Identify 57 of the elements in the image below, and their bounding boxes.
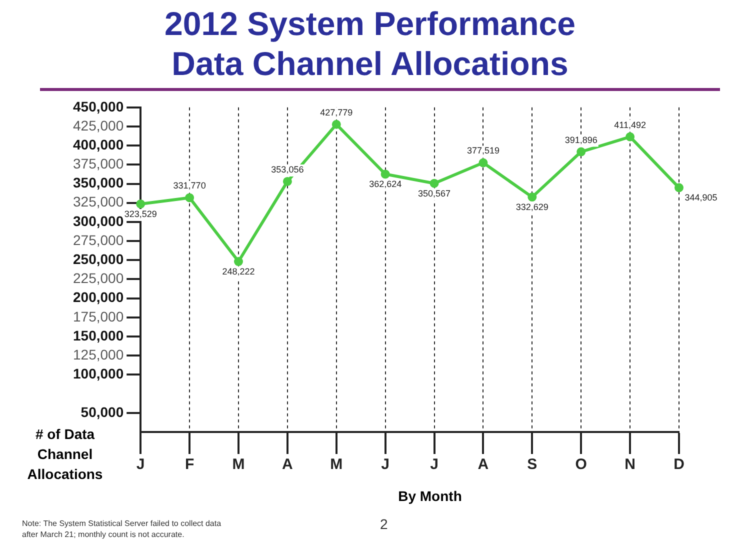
text: 248,222 xyxy=(222,266,255,276)
point xyxy=(430,178,439,188)
text: 2 xyxy=(380,516,388,532)
x-tick-label: F xyxy=(184,456,194,474)
y-axis-title: # of Data Channel Allocations xyxy=(26,425,104,484)
y-tick-label: 450,000 xyxy=(72,98,124,114)
point xyxy=(332,120,341,129)
y-tick-label: 50,000 xyxy=(80,404,124,420)
x-tick-label: D xyxy=(674,456,685,474)
y-tick-label: 125,000 xyxy=(72,346,124,362)
text: 391,896 xyxy=(564,134,598,145)
text: 353,056 xyxy=(271,164,304,174)
text: 350,567 xyxy=(418,188,451,198)
x-tick-label: M xyxy=(330,456,343,474)
y-tick-label: 325,000 xyxy=(72,194,124,210)
chart-title: 2012 System Performance Data Channel Allocations xyxy=(164,4,576,84)
point xyxy=(478,158,488,168)
text: 323,529 xyxy=(124,208,157,219)
y-tick-label: 100,000 xyxy=(72,366,124,382)
text: 344,905 xyxy=(684,192,718,203)
x-tick-label: O xyxy=(575,456,588,474)
y-tick-label: 425,000 xyxy=(72,117,124,134)
text: 331,770 xyxy=(173,180,206,191)
x-tick-label: J xyxy=(381,456,390,474)
y-tick-label: 400,000 xyxy=(72,136,124,152)
x-tick-label: N xyxy=(624,456,636,474)
x-tick-label: J xyxy=(430,456,438,474)
text: 427,779 xyxy=(320,107,353,118)
point xyxy=(380,170,390,179)
y-tick-label: 350,000 xyxy=(72,174,124,191)
text: 362,624 xyxy=(369,179,402,190)
x-tick-label: J xyxy=(136,456,145,474)
x-tick-label: M xyxy=(232,456,245,474)
y-tick-label: 250,000 xyxy=(72,251,124,268)
point xyxy=(282,176,292,186)
x-tick-label: A xyxy=(478,456,489,474)
text: Note: The System Statistical Server failed to collect data after March 21; monthly count is not accurate. xyxy=(22,518,222,540)
y-tick-label: 200,000 xyxy=(72,289,124,306)
y-tick-label: 225,000 xyxy=(72,270,124,286)
point xyxy=(234,257,243,266)
y-tick-label: 150,000 xyxy=(72,327,124,344)
x-tick-label: A xyxy=(282,456,294,474)
x-tick-label: S xyxy=(527,456,538,474)
point xyxy=(185,193,194,202)
text: 411,492 xyxy=(614,120,646,130)
y-tick-label: 175,000 xyxy=(72,308,124,324)
y-tick-label: 300,000 xyxy=(72,212,124,229)
point xyxy=(136,199,146,208)
y-tick-label: 375,000 xyxy=(72,156,124,172)
text: 332,629 xyxy=(516,202,548,212)
point xyxy=(674,183,684,192)
point xyxy=(576,147,586,156)
text: 377,519 xyxy=(466,146,500,156)
point xyxy=(626,132,635,142)
y-tick-label: 275,000 xyxy=(72,232,124,248)
point xyxy=(528,192,537,202)
x-axis-title: By Month xyxy=(397,488,463,504)
